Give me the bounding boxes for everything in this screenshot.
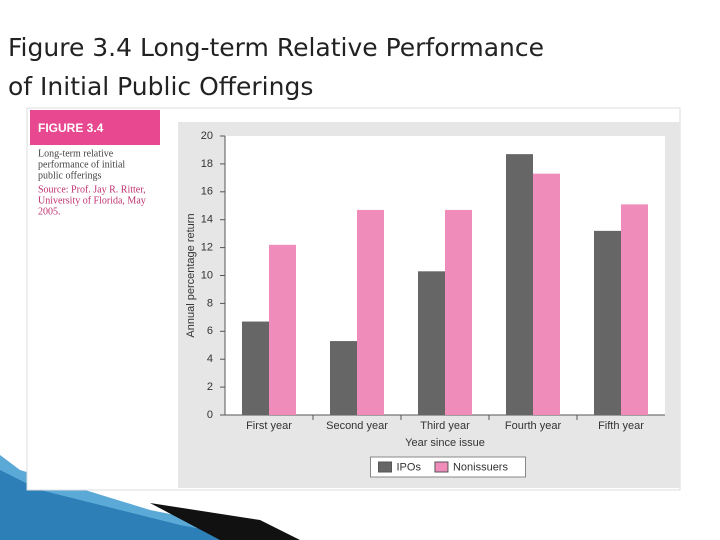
- decoration: [0, 455, 300, 540]
- figure-caption: Long-term relative: [38, 148, 114, 159]
- bar: [242, 321, 269, 415]
- y-tick-label: 16: [201, 186, 213, 198]
- figure-source: 2005.: [38, 206, 61, 217]
- bar: [418, 271, 445, 415]
- figure-label: FIGURE 3.4: [38, 121, 104, 135]
- x-tick-label: First year: [246, 420, 292, 432]
- legend-swatch: [434, 461, 449, 473]
- bar: [330, 341, 357, 415]
- legend-label: Nonissuers: [453, 461, 509, 473]
- bar: [506, 154, 533, 415]
- y-tick-label: 18: [201, 158, 213, 170]
- figure-source: University of Florida, May: [38, 195, 146, 206]
- y-tick-label: 6: [207, 325, 213, 337]
- slide-title: Figure 3.4 Long-term Relative Performanc…: [8, 33, 544, 62]
- x-tick-label: Fourth year: [505, 420, 562, 432]
- x-tick-label: Third year: [420, 420, 470, 432]
- x-tick-label: Fifth year: [598, 420, 644, 432]
- y-tick-label: 4: [207, 353, 213, 365]
- legend-swatch: [378, 461, 392, 473]
- bar: [445, 209, 472, 415]
- y-tick-label: 0: [207, 409, 213, 421]
- x-tick-label: Second year: [326, 420, 388, 432]
- swoosh: [0, 470, 260, 540]
- legend-label: IPOs: [397, 461, 422, 473]
- chart: 0 2 4 6 8 10 12 14 16 18 20 Annual percentage retur…: [185, 130, 665, 478]
- figure-source: Source: Prof. Jay R. Ritter,: [38, 184, 146, 195]
- bar: [357, 209, 384, 415]
- y-tick-label: 2: [207, 381, 213, 393]
- figure-caption: public offerings: [38, 170, 102, 181]
- y-tick-label: 8: [207, 297, 213, 309]
- y-tick-label: 12: [201, 242, 213, 254]
- x-axis-label: Year since issue: [405, 437, 485, 449]
- y-tick-label: 10: [201, 269, 213, 281]
- y-tick-label: 14: [201, 214, 213, 226]
- bar: [533, 173, 560, 415]
- bar: [621, 204, 648, 415]
- y-axis-label: Annual percentage return: [185, 213, 197, 337]
- bar: [269, 244, 296, 415]
- swoosh: [150, 503, 300, 540]
- slide-title: of Initial Public Offerings: [8, 72, 313, 101]
- y-tick-label: 20: [201, 130, 213, 142]
- figure-caption: performance of initial: [38, 159, 125, 170]
- bar: [594, 230, 621, 415]
- figure-label-box: [30, 110, 160, 145]
